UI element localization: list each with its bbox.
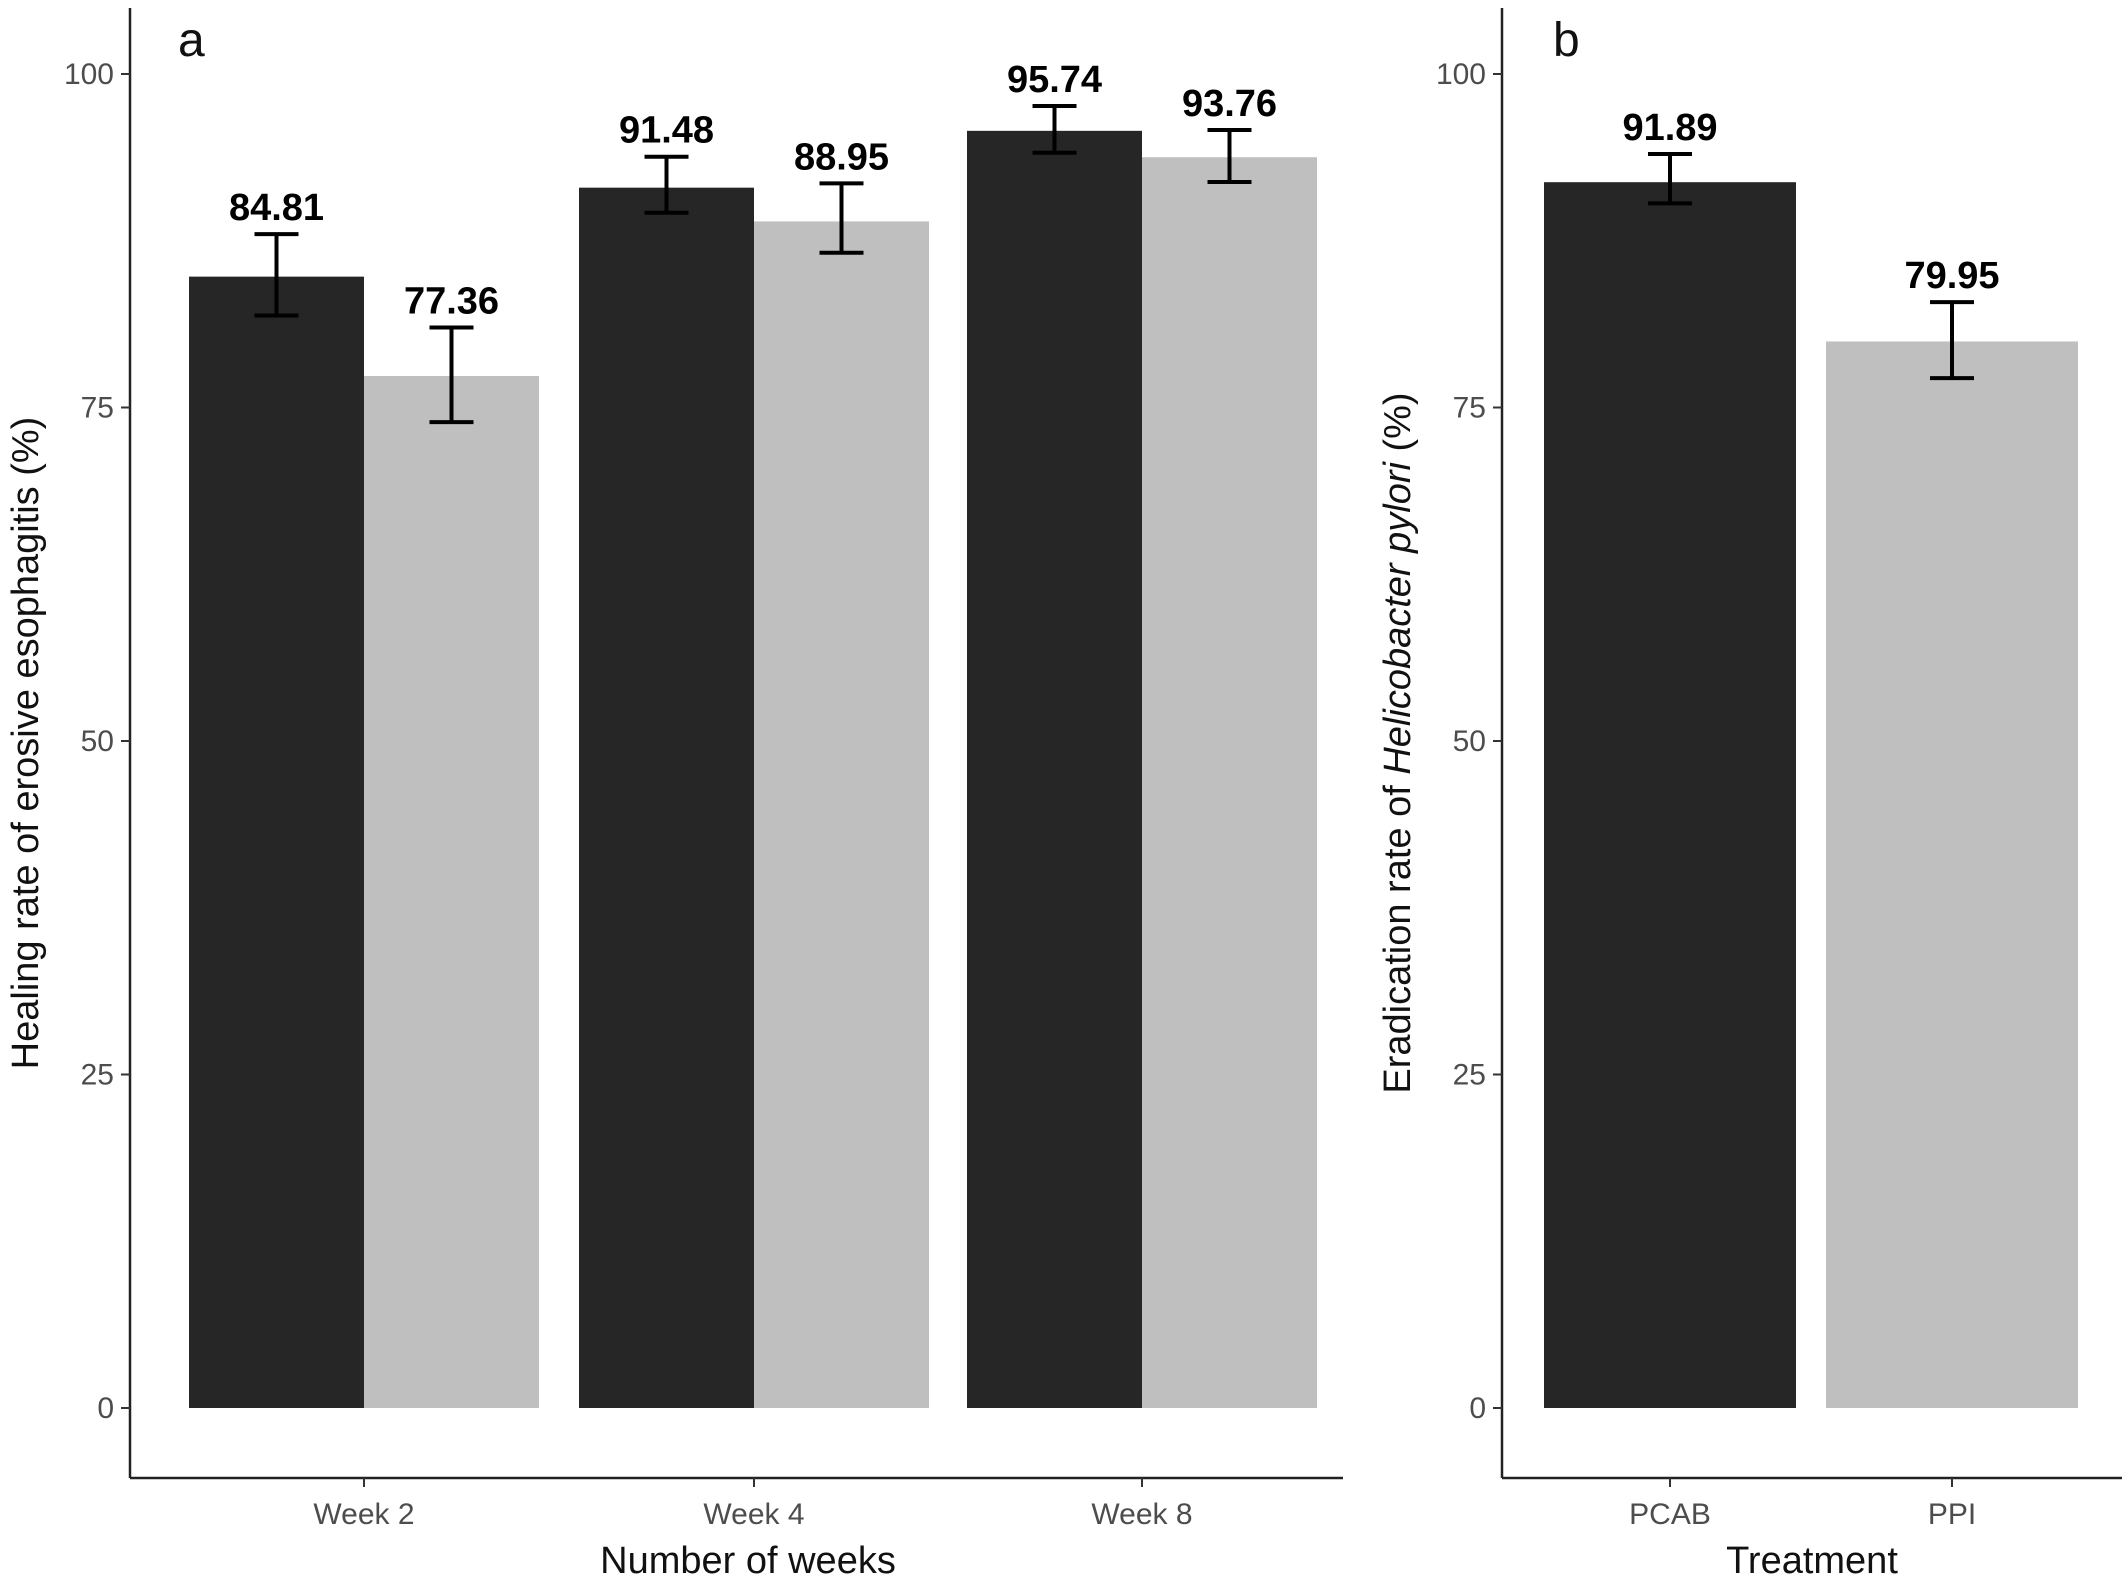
panel-b-x-tick-label: PPI xyxy=(1928,1498,1976,1531)
panel-b-y-axis-title-part1: Eradication rate of xyxy=(1377,775,1419,1094)
panel-a-x-tick-label: Week 4 xyxy=(703,1498,804,1531)
data-label: 91.48 xyxy=(619,110,714,152)
panel-b-y-tick-label: 50 xyxy=(1453,725,1486,758)
panel-a-axes xyxy=(128,8,1343,1480)
bar-pcab xyxy=(1544,182,1796,1409)
panel-a-y-axis-title: Healing rate of erosive esophagitis (%) xyxy=(5,417,47,1070)
panel-b-y-tick-label: 25 xyxy=(1453,1059,1486,1092)
panel-a-bars xyxy=(189,130,1317,1409)
data-label: 88.95 xyxy=(794,136,889,178)
panel-b: b 91.89 79.95 0 25 50 75 100 PCAB PPI Treatmen… xyxy=(1377,8,2122,1580)
panel-b-bars xyxy=(1544,182,2078,1409)
panel-b-letter: b xyxy=(1553,14,1580,67)
error-bar xyxy=(254,232,299,318)
data-label: 77.36 xyxy=(404,280,499,322)
error-bar xyxy=(429,325,474,425)
panel-b-y-axis-title: Eradication rate of Helicobacter pylori … xyxy=(1377,392,1419,1093)
panel-b-y-axis-title-part3: (%) xyxy=(1377,392,1419,462)
panel-a-y-tick-label: 75 xyxy=(81,392,114,425)
error-bar xyxy=(1930,300,1974,381)
bar-week-2-series-1 xyxy=(189,276,364,1408)
panel-a: a 84.81 77.36 91.48 88.95 95.74 93.76 0 25 50 75… xyxy=(5,8,1343,1580)
error-bar xyxy=(1207,128,1252,185)
bar-week-8-series-2 xyxy=(1142,157,1317,1409)
panel-b-x-ticks: PCAB PPI xyxy=(1629,1478,1976,1531)
panel-a-y-tick-label: 100 xyxy=(64,58,114,91)
bar-week-4-series-2 xyxy=(754,221,929,1409)
panel-a-y-tick-label: 0 xyxy=(97,1392,114,1425)
panel-b-y-tick-label: 0 xyxy=(1469,1392,1486,1425)
bar-ppi xyxy=(1826,341,2078,1408)
data-label: 95.74 xyxy=(1007,59,1102,101)
bar-week-2-series-2 xyxy=(364,376,539,1409)
bar-week-8-series-1 xyxy=(967,130,1142,1409)
panel-b-x-axis-title: Treatment xyxy=(1726,1540,1898,1580)
panel-a-letter: a xyxy=(178,14,205,67)
panel-a-x-tick-label: Week 2 xyxy=(313,1498,414,1531)
panel-b-data-labels: 91.89 79.95 xyxy=(1622,107,1999,297)
error-bar xyxy=(1032,104,1077,155)
panel-b-y-axis-title-organism: Helicobacter pylori xyxy=(1377,461,1419,775)
panel-b-y-tick-label: 100 xyxy=(1436,58,1486,91)
error-bar xyxy=(644,154,689,215)
data-label: 84.81 xyxy=(229,187,324,229)
panel-a-data-labels: 84.81 77.36 91.48 88.95 95.74 93.76 xyxy=(229,59,1277,322)
panel-b-y-tick-label: 75 xyxy=(1453,392,1486,425)
panel-a-y-tick-label: 50 xyxy=(81,725,114,758)
panel-a-x-axis-title: Number of weeks xyxy=(600,1540,896,1580)
bar-week-4-series-1 xyxy=(579,187,754,1409)
panel-a-y-tick-label: 25 xyxy=(81,1059,114,1092)
error-bar xyxy=(819,181,864,255)
panel-a-error-bars xyxy=(254,104,1252,425)
data-label: 93.76 xyxy=(1182,83,1277,125)
panel-b-x-tick-label: PCAB xyxy=(1629,1498,1711,1531)
panel-a-x-tick-label: Week 8 xyxy=(1091,1498,1192,1531)
data-label: 79.95 xyxy=(1904,255,1999,297)
error-bar xyxy=(1648,152,1692,206)
panel-a-y-ticks: 0 25 50 75 100 xyxy=(64,58,130,1425)
panel-b-error-bars xyxy=(1648,152,1974,381)
data-label: 91.89 xyxy=(1622,107,1717,149)
panel-b-axes xyxy=(1500,8,2122,1480)
panel-b-y-ticks: 0 25 50 75 100 xyxy=(1436,58,1502,1425)
panel-a-x-ticks: Week 2 Week 4 Week 8 xyxy=(313,1478,1193,1531)
